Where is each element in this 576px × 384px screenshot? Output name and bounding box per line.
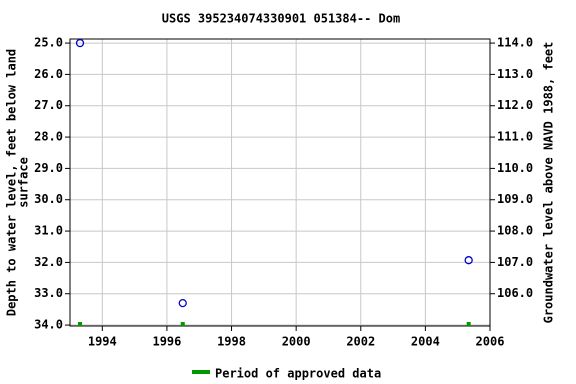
x-tick-label: 1998 <box>217 335 246 349</box>
legend-label: Period of approved data <box>215 367 381 381</box>
y-tick-label: 28.0 <box>34 130 63 144</box>
data-point <box>464 256 473 265</box>
y-axis-label: surface <box>17 157 31 208</box>
y-tick-label: 33.0 <box>34 286 63 300</box>
y-tick-label: 25.0 <box>34 36 63 50</box>
data-point <box>178 298 187 308</box>
data-point <box>75 38 85 48</box>
y2-tick-label: 111.0 <box>497 130 533 144</box>
y2-tick-label: 112.0 <box>497 98 533 112</box>
x-tick-label: 1994 <box>88 335 117 349</box>
y2-tick-label: 106.0 <box>497 286 533 300</box>
y2-tick-label: 110.0 <box>497 161 533 175</box>
y-tick-label: 27.0 <box>34 98 63 112</box>
y2-tick-label: 109.0 <box>497 192 533 206</box>
y-tick-label: 34.0 <box>34 318 63 332</box>
x-tick-label: 1996 <box>152 335 181 349</box>
y2-tick-label: 114.0 <box>497 36 533 50</box>
y-tick-label: 26.0 <box>34 67 63 81</box>
x-tick-label: 2004 <box>411 335 440 349</box>
approved-marker <box>466 322 471 326</box>
y2-tick-label: 108.0 <box>497 224 533 238</box>
y2-tick-label: 113.0 <box>497 67 533 81</box>
approved-marker <box>78 322 83 326</box>
x-tick-label: 2002 <box>346 335 375 349</box>
y2-tick-label: 107.0 <box>497 255 533 269</box>
approved-marker <box>180 322 185 326</box>
plot-frame <box>69 38 491 327</box>
y-tick-label: 31.0 <box>34 224 63 238</box>
y2-axis-label: Groundwater level above NAVD 1988, feet <box>542 42 556 324</box>
chart-title: USGS 395234074330901 051384-- Dom <box>162 12 400 26</box>
x-tick-label: 2006 <box>476 335 505 349</box>
y-tick-label: 29.0 <box>34 161 63 175</box>
y-axis-label: Depth to water level, feet below land <box>5 49 19 316</box>
y-tick-label: 30.0 <box>34 192 63 206</box>
x-tick-label: 2000 <box>282 335 311 349</box>
y-tick-label: 32.0 <box>34 255 63 269</box>
